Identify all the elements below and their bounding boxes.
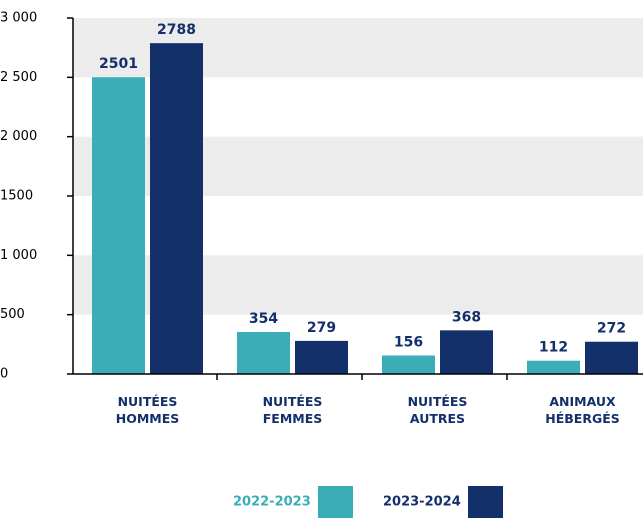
value-label: 354	[249, 311, 278, 327]
x-tick-label: NUITÉES FEMMES	[262, 394, 323, 426]
y-tick-label: 2 500	[0, 70, 37, 85]
bar	[382, 355, 435, 374]
legend-swatch	[318, 486, 353, 518]
legend-label: 2022-2023	[233, 495, 311, 510]
x-tick-label: NUITÉES AUTRES	[407, 394, 468, 426]
x-tick-label: NUITÉES HOMMES	[115, 394, 180, 426]
value-label: 279	[307, 320, 336, 336]
legend-swatch	[468, 486, 503, 518]
bar	[295, 340, 348, 374]
x-tick-label: ANIMAUX HÉBERGÉS	[545, 394, 620, 426]
y-tick-label: 3 000	[0, 11, 37, 26]
value-label: 2788	[157, 22, 196, 38]
value-label: 272	[597, 321, 626, 337]
y-tick-label: 1500	[0, 189, 33, 204]
bar	[150, 43, 203, 374]
y-tick-label: 1 000	[0, 248, 37, 263]
legend-label: 2023-2024	[383, 495, 461, 510]
value-label: 2501	[99, 56, 138, 72]
value-label: 368	[452, 309, 481, 325]
bar	[237, 331, 290, 374]
y-tick-label: 0	[0, 367, 8, 382]
bar	[527, 360, 580, 374]
value-label: 156	[394, 334, 423, 350]
y-tick-label: 500	[0, 307, 25, 322]
bar	[585, 341, 638, 374]
value-label: 112	[539, 340, 568, 356]
y-tick-label: 2 000	[0, 129, 37, 144]
bar	[92, 77, 145, 375]
bar	[440, 330, 493, 374]
